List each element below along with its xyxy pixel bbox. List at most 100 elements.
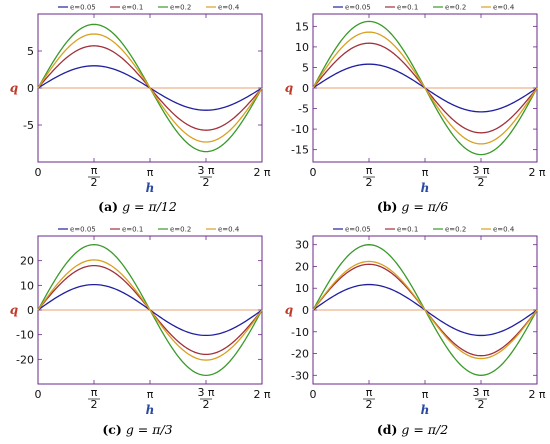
x-axis-title: h: [421, 403, 430, 417]
caption-text: g = π/2: [401, 422, 449, 437]
caption-c: (c) g = π/3: [0, 422, 275, 437]
y-tick-label: 15: [295, 20, 309, 33]
x-tick-label-fraction: 3 π2: [472, 164, 489, 189]
legend-item: e=0.05: [333, 226, 371, 234]
x-tick-label-denominator: 2: [366, 176, 373, 189]
x-tick-label: 2 π: [528, 388, 545, 401]
y-tick-label: -30: [291, 369, 309, 382]
legend-label: e=0.1: [122, 4, 143, 12]
caption-text: g = π/3: [125, 422, 173, 437]
x-tick-label: π: [147, 388, 154, 401]
legend-label: e=0.4: [218, 226, 240, 234]
x-tick-label: 2 π: [253, 388, 270, 401]
x-tick-label: π: [422, 388, 429, 401]
legend-item: e=0.05: [333, 4, 371, 12]
x-tick-label: 0: [310, 166, 317, 179]
y-tick-label: -10: [291, 123, 309, 136]
y-tick-label: 0: [27, 304, 34, 317]
caption-label: (a): [98, 199, 119, 214]
legend: e=0.05 e=0.1 e=0.2 e=0.4: [333, 226, 515, 234]
legend-item: e=0.2: [433, 4, 466, 12]
legend-label: e=0.1: [397, 226, 418, 234]
y-tick-label: -5: [298, 103, 309, 116]
legend-item: e=0.4: [481, 226, 515, 234]
series-line: [37, 33, 263, 143]
y-tick-label: -20: [16, 353, 34, 366]
caption-text: g = π/12: [122, 199, 177, 214]
x-tick-label-denominator: 2: [91, 176, 98, 189]
legend-label: e=0.2: [170, 4, 191, 12]
legend-item: e=0.1: [110, 4, 143, 12]
caption-text: g = π/6: [401, 199, 449, 214]
y-tick-label: 0: [302, 304, 309, 317]
legend-item: e=0.1: [385, 4, 418, 12]
x-tick-label-numerator: 3 π: [472, 386, 489, 399]
y-tick-label: 20: [295, 260, 309, 273]
x-tick-label-numerator: π: [366, 386, 373, 399]
legend-label: e=0.05: [345, 226, 371, 234]
y-tick-label: 5: [302, 61, 309, 74]
y-tick-label: -15: [291, 144, 309, 157]
legend-label: e=0.1: [397, 4, 418, 12]
x-tick-label-denominator: 2: [478, 176, 485, 189]
series-line: [312, 260, 538, 360]
x-tick-label-denominator: 2: [203, 176, 210, 189]
legend-label: e=0.4: [493, 226, 515, 234]
legend-item: e=0.1: [385, 226, 418, 234]
x-tick-label-fraction: 3 π2: [197, 386, 214, 411]
y-tick-label: -5: [23, 119, 34, 132]
x-tick-label: π: [422, 166, 429, 179]
x-axis-title: h: [146, 403, 155, 417]
y-tick-label: 10: [295, 41, 309, 54]
x-tick-label: 0: [35, 166, 42, 179]
legend-label: e=0.05: [70, 4, 96, 12]
y-tick-label: 10: [295, 282, 309, 295]
y-tick-label: -10: [291, 326, 309, 339]
x-tick-label-numerator: 3 π: [472, 164, 489, 177]
x-tick-label-numerator: π: [366, 164, 373, 177]
legend-item: e=0.05: [58, 226, 96, 234]
x-tick-label-fraction: 3 π2: [472, 386, 489, 411]
x-tick-label-numerator: π: [91, 386, 98, 399]
y-tick-label: 0: [302, 82, 309, 95]
legend-item: e=0.4: [206, 4, 240, 12]
x-tick-label: 0: [310, 388, 317, 401]
x-tick-label-fraction: π2: [88, 386, 100, 411]
caption-label: (b): [376, 199, 398, 214]
caption-b: (b) g = π/6: [275, 199, 550, 214]
legend: e=0.05 e=0.1 e=0.2 e=0.4: [58, 226, 240, 234]
x-tick-label-fraction: π2: [363, 164, 375, 189]
x-tick-label: 2 π: [253, 166, 270, 179]
caption-a: (a) g = π/12: [0, 199, 275, 214]
x-axis-title: h: [146, 181, 155, 195]
x-axis-title: h: [421, 181, 430, 195]
y-axis-title: q: [10, 81, 18, 95]
x-tick-label: π: [147, 166, 154, 179]
x-tick-label-denominator: 2: [91, 398, 98, 411]
x-tick-label-fraction: 3 π2: [197, 164, 214, 189]
y-tick-label: 20: [20, 255, 34, 268]
legend-label: e=0.2: [445, 226, 466, 234]
legend-item: e=0.05: [58, 4, 96, 12]
y-tick-label: 5: [27, 45, 34, 58]
x-tick-label: 2 π: [528, 166, 545, 179]
y-axis-title: q: [285, 303, 293, 317]
series-line: [37, 259, 263, 361]
caption-label: (c): [102, 422, 122, 437]
y-axis-title: q: [285, 81, 293, 95]
y-tick-label: 30: [295, 239, 309, 252]
y-axis-title: q: [10, 303, 18, 317]
legend-item: e=0.4: [206, 226, 240, 234]
legend-item: e=0.4: [481, 4, 515, 12]
x-tick-label-numerator: π: [91, 164, 98, 177]
y-tick-label: -10: [16, 329, 34, 342]
x-tick-label-fraction: π2: [363, 386, 375, 411]
legend-label: e=0.05: [345, 4, 371, 12]
x-tick-label: 0: [35, 388, 42, 401]
legend-item: e=0.1: [110, 226, 143, 234]
legend-label: e=0.4: [218, 4, 240, 12]
